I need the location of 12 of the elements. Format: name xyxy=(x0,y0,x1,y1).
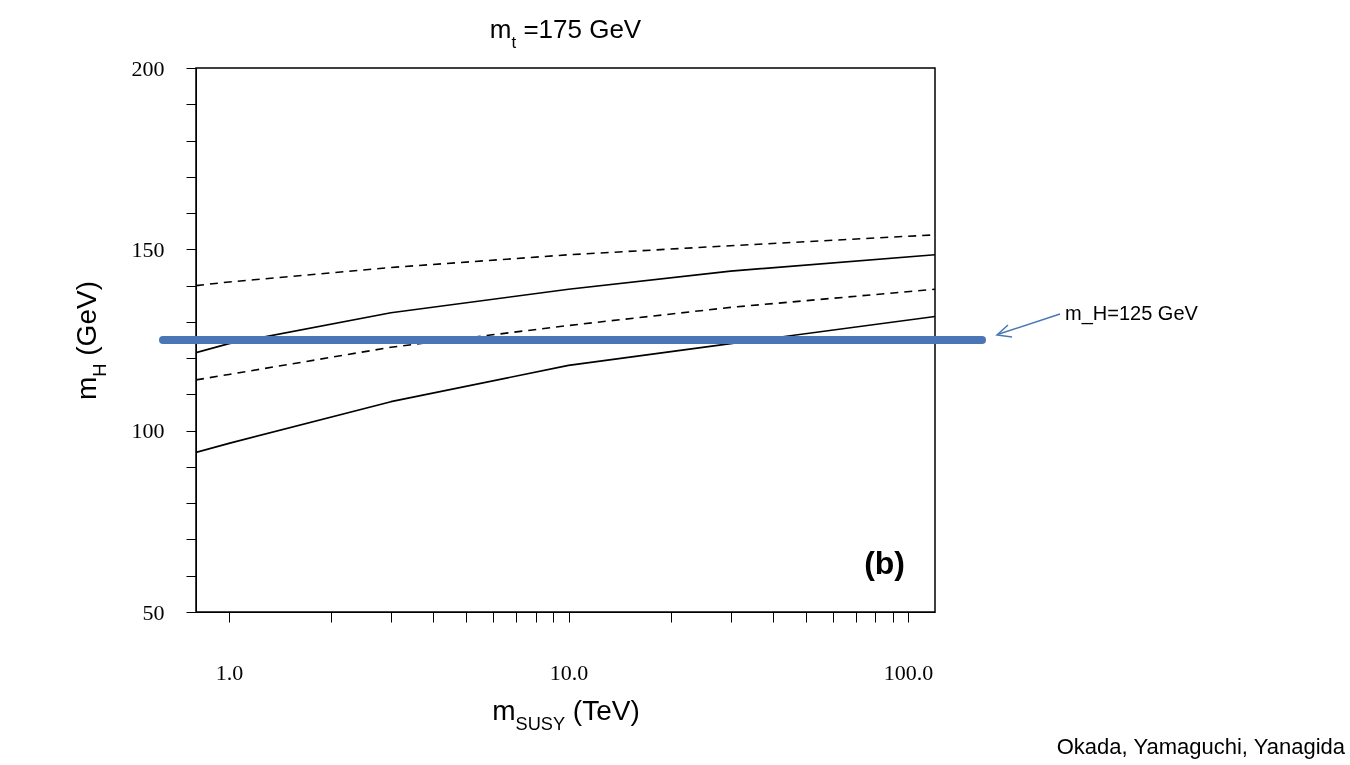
y-tick-label: 150 xyxy=(131,236,165,262)
x-axis-title: m$_{SUSY}$ (TeV) xyxy=(492,694,640,734)
x-tick-label: 10.0 xyxy=(549,659,589,685)
x-tick-label: 1.0 xyxy=(215,659,244,685)
legend-label: m_H=125 GeV xyxy=(1065,302,1199,325)
y-tick-label: 200 xyxy=(131,55,165,81)
y-tick-label: 100 xyxy=(131,418,165,444)
x-tick-label: 100.0 xyxy=(883,659,934,685)
chart-title: m$_{t}$ =175 GeV xyxy=(489,14,642,52)
annotation: (b) xyxy=(864,545,905,581)
text: Okada, Yamaguchi, Yanagida xyxy=(1056,734,1346,759)
y-tick-label: 50 xyxy=(142,599,165,625)
